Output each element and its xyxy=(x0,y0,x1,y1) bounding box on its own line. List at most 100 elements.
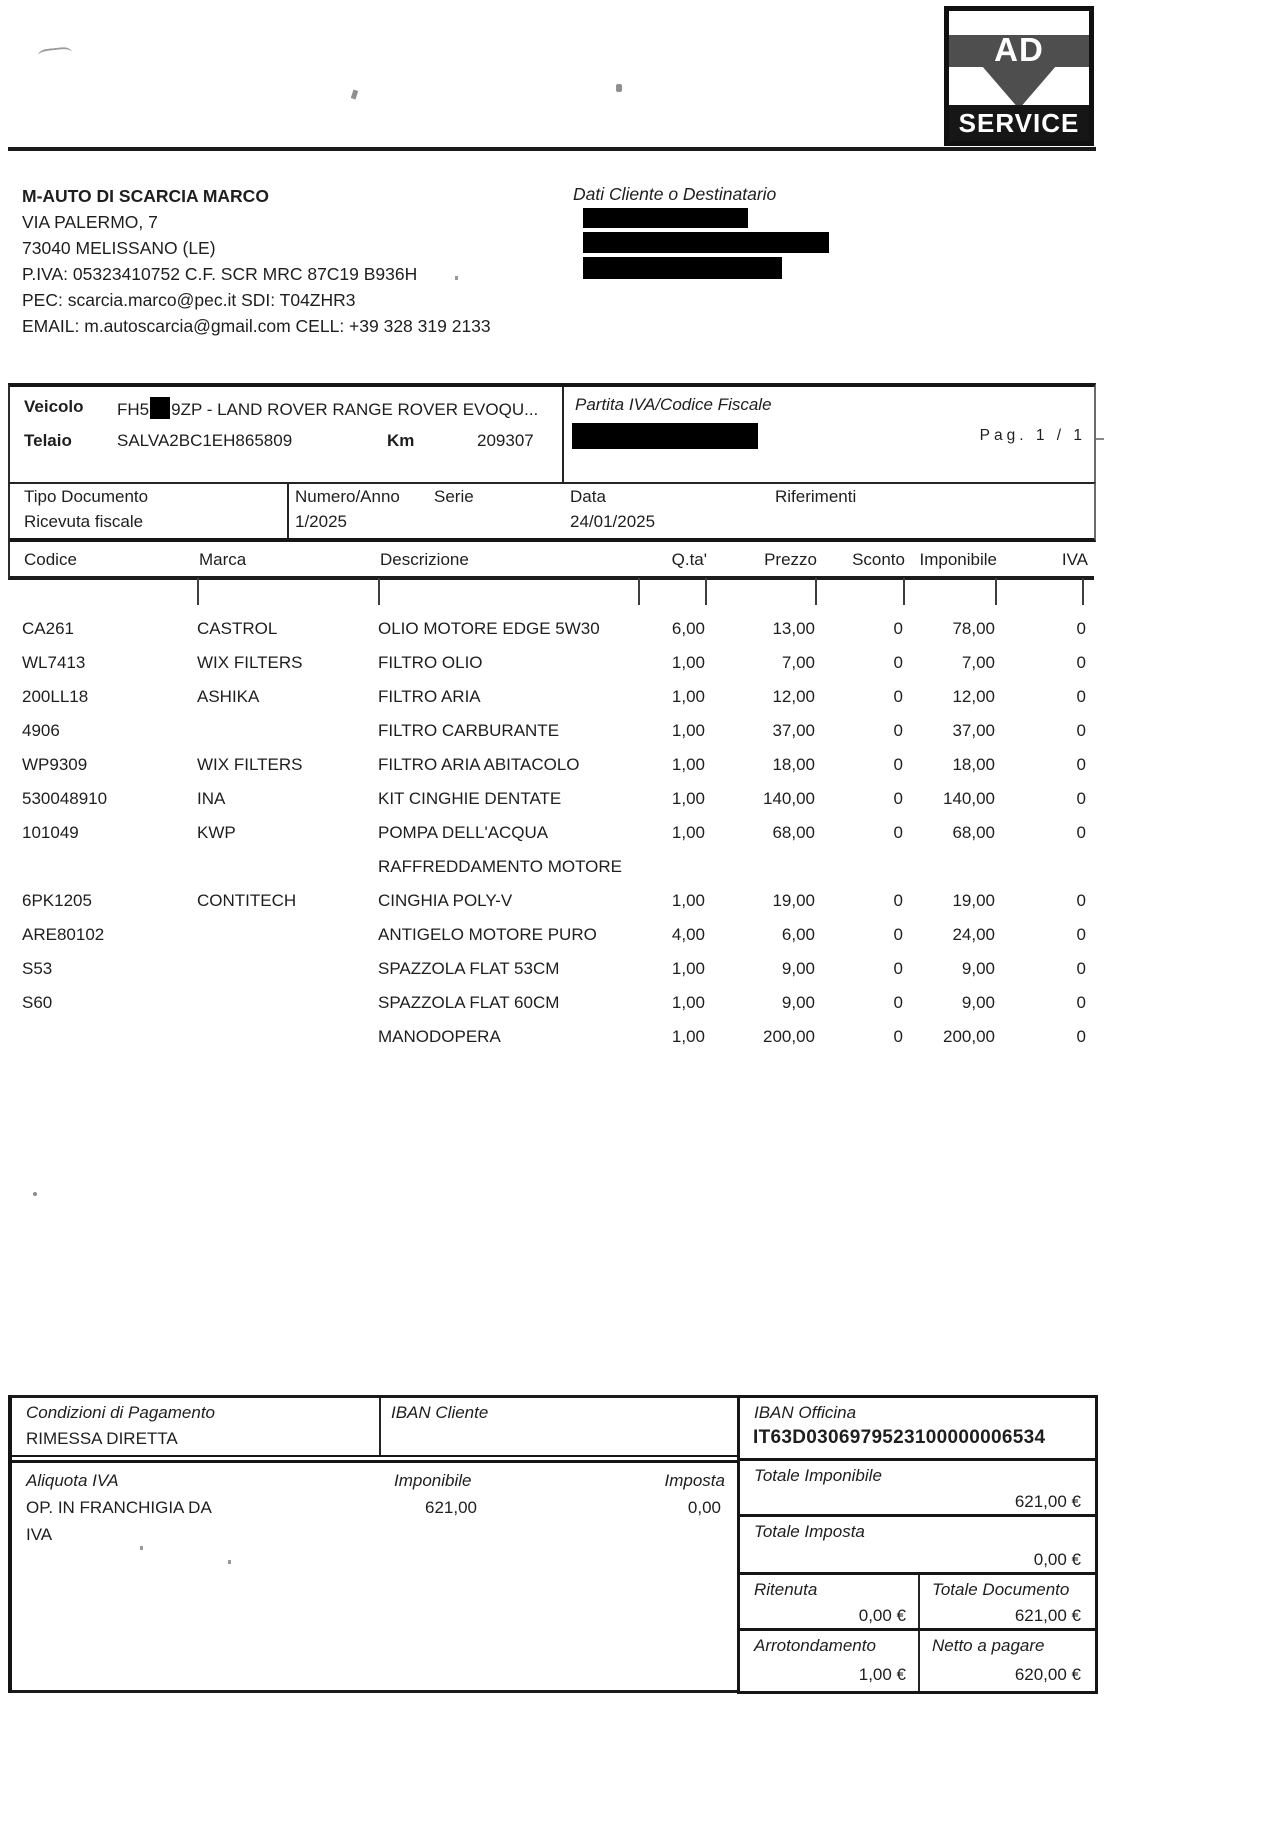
table-cell: 1,00 xyxy=(671,721,705,740)
table-row: 4906 FILTRO CARBURANTE 1,00 37,00 0 37,00 0 xyxy=(22,714,1086,748)
column-tick xyxy=(705,578,707,605)
seller-name: M-AUTO DI SCARCIA MARCO xyxy=(22,186,269,206)
table-cell: OLIO MOTORE EDGE 5W30 xyxy=(378,619,600,638)
table-cell: FILTRO ARIA ABITACOLO xyxy=(378,755,580,774)
client-section-title: Dati Cliente o Destinatario xyxy=(573,184,777,204)
table-cell: 0 xyxy=(1076,959,1086,978)
table-cell: CINGHIA POLY-V xyxy=(378,891,513,910)
table-row: ARE80102 ANTIGELO MOTORE PURO 4,00 6,00 0 24,… xyxy=(22,918,1086,952)
netto-a-pagare-label: Netto a pagare xyxy=(932,1636,1045,1655)
seller-pec-line: PEC: scarcia.marco@pec.it SDI: T04ZHR3 xyxy=(22,290,356,310)
table-cell: 1,00 xyxy=(671,789,705,808)
telaio-label: Telaio xyxy=(24,431,72,450)
numero-anno-label: Numero/Anno xyxy=(295,487,400,506)
seller-email-line: EMAIL: m.autoscarcia@gmail.com CELL: +39… xyxy=(22,316,491,336)
table-row: S53 SPAZZOLA FLAT 53CM 1,00 9,00 0 9,00 0 xyxy=(22,952,1086,986)
scan-artifact xyxy=(1096,438,1104,440)
table-cell: ASHIKA xyxy=(197,687,260,706)
totale-documento-value: 621,00 € xyxy=(1014,1606,1081,1625)
table-cell: 0 xyxy=(893,823,903,842)
table-cell: 200,00 xyxy=(763,1027,815,1046)
iban-officina-label: IBAN Officina xyxy=(754,1403,857,1422)
table-cell: 7,00 xyxy=(961,653,995,672)
table-cell: 0 xyxy=(893,619,903,638)
table-cell: 1,00 xyxy=(671,891,705,910)
column-tick xyxy=(197,578,199,605)
table-cell: 9,00 xyxy=(781,959,815,978)
seller-address-line: VIA PALERMO, 7 xyxy=(22,212,158,232)
table-cell: 7,00 xyxy=(781,653,815,672)
table-cell: FILTRO OLIO xyxy=(378,653,483,672)
column-header: Q.ta' xyxy=(671,550,707,569)
doc-box-divider xyxy=(287,484,289,538)
column-tick xyxy=(815,578,817,605)
table-cell xyxy=(197,1020,378,1054)
table-row: CA261 CASTROL OLIO MOTORE EDGE 5W30 6,00 13,… xyxy=(22,612,1086,646)
imposta-value: 0,00 xyxy=(687,1498,721,1517)
piva-label: Partita IVA/Codice Fiscale xyxy=(575,395,772,414)
column-tick xyxy=(638,578,640,605)
table-cell xyxy=(197,918,378,952)
table-cell: 0 xyxy=(1076,1027,1086,1046)
table-cell: 0 xyxy=(1076,789,1086,808)
table-cell: 1,00 xyxy=(671,687,705,706)
payment-box-divider xyxy=(379,1398,381,1456)
table-cell: WIX FILTERS xyxy=(197,755,303,774)
table-cell: 0 xyxy=(1076,619,1086,638)
table-cell: 200LL18 xyxy=(22,687,89,706)
table-row: MANODOPERA 1,00 200,00 0 200,00 0 xyxy=(22,1020,1086,1054)
table-cell: KWP xyxy=(197,823,236,842)
totale-documento-label: Totale Documento xyxy=(932,1580,1070,1599)
table-row: WP9309 WIX FILTERS FILTRO ARIA ABITACOLO 1,… xyxy=(22,748,1086,782)
table-cell: 140,00 xyxy=(763,789,815,808)
table-cell: 0 xyxy=(1076,653,1086,672)
vehicle-box-divider xyxy=(562,387,564,484)
iban-officina-value: IT63D0306979523100000006534 xyxy=(753,1427,1046,1448)
table-cell: 0 xyxy=(893,891,903,910)
table-cell: 0 xyxy=(893,755,903,774)
data-label: Data xyxy=(570,487,606,506)
table-cell: 101049 xyxy=(22,823,79,842)
table-cell: KIT CINGHIE DENTATE xyxy=(378,789,562,808)
totale-imponibile-box: Totale Imponibile 621,00 € xyxy=(737,1458,1098,1520)
table-row: WL7413 WIX FILTERS FILTRO OLIO 1,00 7,00 0 7,0… xyxy=(22,646,1086,680)
table-cell: 530048910 xyxy=(22,789,108,808)
totale-imposta-label: Totale Imposta xyxy=(754,1522,865,1541)
table-cell: 12,00 xyxy=(772,687,815,706)
table-cell: CONTITECH xyxy=(197,891,297,910)
table-cell: 0 xyxy=(1076,755,1086,774)
table-cell: 0 xyxy=(893,959,903,978)
table-cell: 19,00 xyxy=(952,891,995,910)
iban-cliente-label: IBAN Cliente xyxy=(391,1403,489,1422)
table-cell xyxy=(22,1020,197,1054)
veicolo-value: FH5 9ZP - LAND ROVER RANGE ROVER EVOQU... xyxy=(117,397,538,420)
totals-cell-divider xyxy=(918,1575,920,1631)
tipo-documento-label: Tipo Documento xyxy=(24,487,149,506)
items-header-box: Codice Marca Descrizione Q.ta' Prezzo Sconto I… xyxy=(8,540,1094,580)
table-cell: FILTRO ARIA xyxy=(378,687,481,706)
condizioni-pagamento-label: Condizioni di Pagamento xyxy=(26,1403,216,1422)
table-cell: ANTIGELO MOTORE PURO xyxy=(378,925,597,944)
ritenuta-documento-box: Ritenuta 0,00 € Totale Documento 621,00 … xyxy=(737,1572,1098,1634)
netto-a-pagare-value: 620,00 € xyxy=(1014,1665,1081,1684)
logo-service-text: SERVICE xyxy=(949,105,1089,141)
table-cell: 78,00 xyxy=(952,619,995,638)
arrotondamento-netto-box: Arrotondamento 1,00 € Netto a pagare 620… xyxy=(737,1628,1098,1694)
table-cell: 6,00 xyxy=(781,925,815,944)
column-tick xyxy=(995,578,997,605)
table-cell: 13,00 xyxy=(772,619,815,638)
iban-officina-box: IBAN Officina IT63D030697952310000000653… xyxy=(737,1395,1098,1464)
table-cell: 0 xyxy=(893,993,903,1012)
redacted-client-line xyxy=(583,232,829,253)
table-cell: 1,00 xyxy=(671,993,705,1012)
table-cell: INA xyxy=(197,789,226,808)
table-cell xyxy=(197,952,378,986)
table-row: 200LL18 ASHIKA FILTRO ARIA 1,00 12,00 0 12,00 0 xyxy=(22,680,1086,714)
table-cell: 0 xyxy=(1076,891,1086,910)
totale-imposta-value: 0,00 € xyxy=(1033,1550,1081,1569)
km-value: 209307 xyxy=(477,431,534,450)
column-header: Codice xyxy=(24,550,77,569)
column-header: Sconto xyxy=(852,550,905,569)
payment-box: Condizioni di Pagamento RIMESSA DIRETTA … xyxy=(8,1395,744,1693)
